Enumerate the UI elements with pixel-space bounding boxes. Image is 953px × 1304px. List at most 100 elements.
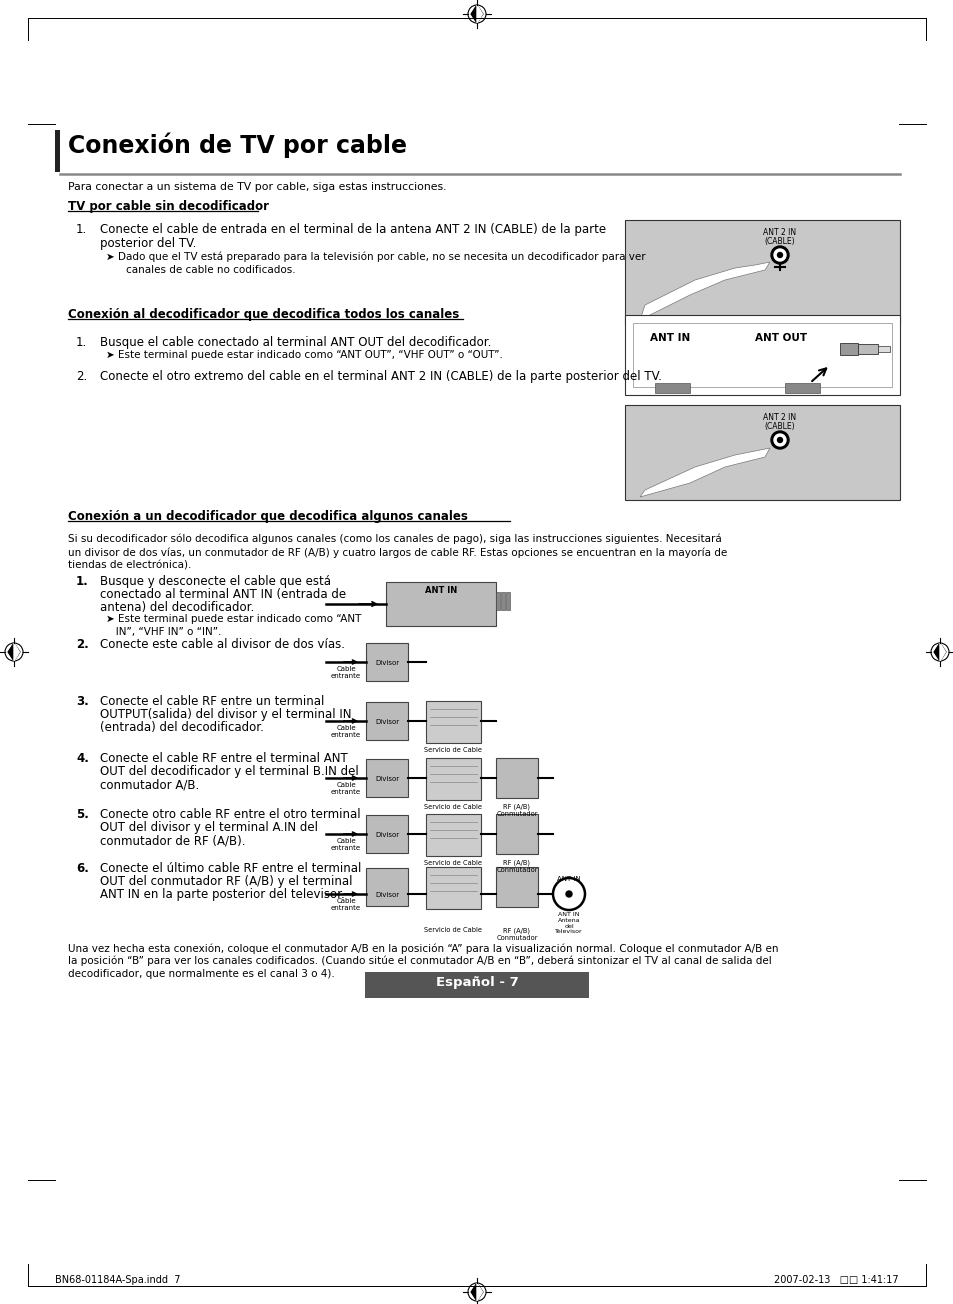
Circle shape (773, 434, 785, 446)
Bar (624, 316, 899, 395)
Bar (655, 383, 689, 393)
Text: ANT IN
Antena
del
Televisor: ANT IN Antena del Televisor (555, 911, 582, 935)
Text: RF (A/B)
Conmutador: RF (A/B) Conmutador (496, 927, 537, 940)
Bar (877, 346, 889, 352)
Bar (784, 383, 820, 393)
Bar (426, 814, 480, 855)
Circle shape (777, 438, 781, 442)
Text: RF (A/B)
Conmutador: RF (A/B) Conmutador (496, 861, 537, 874)
Bar (366, 643, 408, 681)
Circle shape (777, 253, 781, 257)
Text: (entrada) del decodificador.: (entrada) del decodificador. (100, 721, 264, 734)
Polygon shape (939, 643, 944, 661)
Bar (426, 758, 480, 799)
Bar (365, 971, 588, 998)
Text: Divisor: Divisor (375, 719, 398, 725)
Text: un divisor de dos vías, un conmutador de RF (A/B) y cuatro largos de cable RF. E: un divisor de dos vías, un conmutador de… (68, 546, 726, 558)
Text: Conexión al decodificador que decodifica todos los canales: Conexión al decodificador que decodifica… (68, 308, 458, 321)
Bar (624, 220, 899, 325)
Text: 1.: 1. (76, 336, 87, 349)
Bar (366, 815, 408, 853)
Text: RF (A/B)
Conmutador: RF (A/B) Conmutador (496, 805, 537, 818)
Text: OUT del divisor y el terminal A.IN del: OUT del divisor y el terminal A.IN del (100, 822, 317, 835)
Bar (633, 323, 891, 387)
Text: Conecte otro cable RF entre el otro terminal: Conecte otro cable RF entre el otro term… (100, 808, 360, 822)
Text: Conecte este cable al divisor de dos vías.: Conecte este cable al divisor de dos vía… (100, 638, 345, 651)
Bar (496, 867, 537, 908)
Bar (386, 582, 496, 626)
Text: 2.: 2. (76, 638, 89, 651)
Text: Divisor: Divisor (375, 776, 398, 782)
Text: OUT del decodificador y el terminal B.IN del: OUT del decodificador y el terminal B.IN… (100, 765, 358, 778)
Polygon shape (476, 1283, 482, 1301)
Bar (496, 814, 537, 854)
Text: conmutador A/B.: conmutador A/B. (100, 778, 199, 792)
Text: Cable
entrante: Cable entrante (331, 898, 360, 911)
Text: Si su decodificador sólo decodifica algunos canales (como los canales de pago), : Si su decodificador sólo decodifica algu… (68, 535, 721, 545)
Text: 3.: 3. (76, 695, 89, 708)
Text: 2.: 2. (76, 370, 87, 383)
Text: tiendas de electrónica).: tiendas de electrónica). (68, 559, 192, 570)
Text: posterior del TV.: posterior del TV. (100, 237, 196, 250)
Text: Divisor: Divisor (375, 660, 398, 666)
Text: ANT IN: ANT IN (557, 876, 580, 882)
Text: Español - 7: Español - 7 (436, 975, 517, 988)
Text: ANT 2 IN: ANT 2 IN (762, 413, 796, 422)
Polygon shape (933, 643, 944, 661)
Text: Conexión a un decodificador que decodifica algunos canales: Conexión a un decodificador que decodifi… (68, 510, 467, 523)
Text: (CABLE): (CABLE) (764, 422, 795, 432)
Text: Conecte el último cable RF entre el terminal: Conecte el último cable RF entre el term… (100, 862, 361, 875)
Text: Cable
entrante: Cable entrante (331, 666, 360, 679)
Text: ANT OUT: ANT OUT (754, 333, 806, 343)
Text: Para conectar a un sistema de TV por cable, siga estas instrucciones.: Para conectar a un sistema de TV por cab… (68, 183, 446, 192)
Bar (505, 592, 510, 610)
Text: Conecte el cable RF entre el terminal ANT: Conecte el cable RF entre el terminal AN… (100, 752, 348, 765)
Text: 1.: 1. (76, 575, 89, 588)
Text: ANT IN: ANT IN (649, 333, 690, 343)
Polygon shape (471, 1283, 482, 1301)
Text: Servicio de Cable: Servicio de Cable (423, 805, 481, 810)
Polygon shape (476, 5, 482, 23)
Text: ➤ Este terminal puede estar indicado como “ANT: ➤ Este terminal puede estar indicado com… (106, 614, 361, 625)
Text: OUTPUT(salida) del divisor y el terminal IN: OUTPUT(salida) del divisor y el terminal… (100, 708, 351, 721)
Text: 4.: 4. (76, 752, 89, 765)
Circle shape (770, 432, 788, 449)
Text: 6.: 6. (76, 862, 89, 875)
Bar (426, 702, 480, 743)
Text: Conexión de TV por cable: Conexión de TV por cable (68, 132, 407, 158)
Circle shape (773, 249, 785, 261)
Text: Servicio de Cable: Servicio de Cable (423, 861, 481, 866)
Bar (496, 592, 499, 610)
Text: 2007-02-13   □□ 1:41:17: 2007-02-13 □□ 1:41:17 (774, 1275, 898, 1284)
Text: Busque y desconecte el cable que está: Busque y desconecte el cable que está (100, 575, 331, 588)
Text: ➤ Este terminal puede estar indicado como “ANT OUT”, “VHF OUT” o “OUT”.: ➤ Este terminal puede estar indicado com… (106, 349, 502, 360)
Text: Cable
entrante: Cable entrante (331, 782, 360, 795)
Circle shape (557, 882, 580, 906)
Bar (624, 406, 899, 499)
Text: conmutador de RF (A/B).: conmutador de RF (A/B). (100, 835, 245, 848)
Text: Divisor: Divisor (375, 832, 398, 838)
Text: Cable
entrante: Cable entrante (331, 838, 360, 852)
Text: Servicio de Cable: Servicio de Cable (423, 927, 481, 932)
Polygon shape (639, 449, 769, 497)
Text: Conecte el otro extremo del cable en el terminal ANT 2 IN (CABLE) de la parte po: Conecte el otro extremo del cable en el … (100, 370, 661, 383)
Text: Servicio de Cable: Servicio de Cable (423, 747, 481, 752)
Bar (55, 130, 60, 172)
Text: antena) del decodificador.: antena) del decodificador. (100, 601, 254, 614)
Text: OUT del conmutador RF (A/B) y el terminal: OUT del conmutador RF (A/B) y el termina… (100, 875, 352, 888)
Text: canales de cable no codificados.: canales de cable no codificados. (112, 265, 295, 275)
Text: Conecte el cable de entrada en el terminal de la antena ANT 2 IN (CABLE) de la p: Conecte el cable de entrada en el termin… (100, 223, 605, 236)
Polygon shape (9, 643, 20, 661)
Circle shape (565, 891, 572, 897)
Text: (CABLE): (CABLE) (764, 237, 795, 246)
Circle shape (770, 246, 788, 263)
Text: 1.: 1. (76, 223, 87, 236)
Polygon shape (471, 5, 482, 23)
Text: TV por cable sin decodificador: TV por cable sin decodificador (68, 200, 269, 213)
Bar (366, 759, 408, 797)
Text: ANT IN: ANT IN (424, 585, 456, 595)
Polygon shape (14, 643, 19, 661)
Text: Divisor: Divisor (375, 892, 398, 898)
Text: ANT 2 IN: ANT 2 IN (762, 228, 796, 237)
Text: conectado al terminal ANT IN (entrada de: conectado al terminal ANT IN (entrada de (100, 588, 346, 601)
